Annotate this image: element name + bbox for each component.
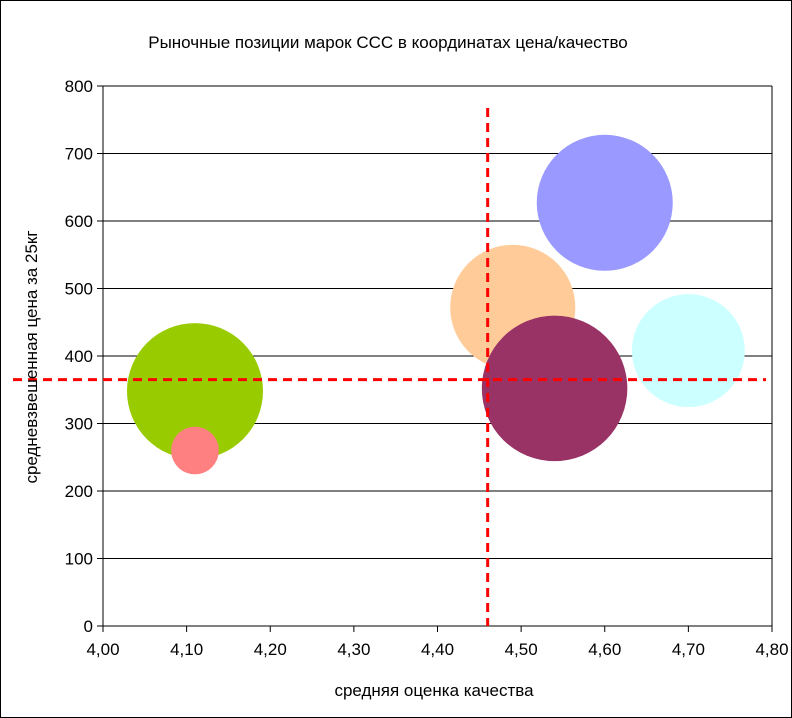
y-tick-label: 500 xyxy=(65,280,93,299)
bubble xyxy=(481,315,628,462)
x-tick-labels: 4,00 4,10 4,20 4,30 4,40 4,50 4,60 4,70 4,80 xyxy=(86,640,788,659)
bubble xyxy=(171,426,219,475)
y-tick-label: 300 xyxy=(65,415,93,434)
x-tick-label: 4,80 xyxy=(755,640,788,659)
y-tick-label: 400 xyxy=(65,347,93,366)
y-tick-label: 700 xyxy=(65,145,93,164)
y-tick-label: 200 xyxy=(65,482,93,501)
x-tick-label: 4,10 xyxy=(170,640,203,659)
bubble xyxy=(126,323,263,460)
y-tick-label: 0 xyxy=(84,617,93,636)
x-tick-label: 4,70 xyxy=(672,640,705,659)
y-tick-label: 800 xyxy=(65,77,93,96)
x-tick-label: 4,50 xyxy=(505,640,538,659)
x-tick-label: 4,00 xyxy=(86,640,119,659)
x-axis-label: средняя оценка качества xyxy=(334,681,534,700)
bubble xyxy=(536,134,673,271)
bubble xyxy=(631,294,745,408)
y-tick-label: 600 xyxy=(65,212,93,231)
reference-lines xyxy=(13,108,766,626)
bubbles xyxy=(126,134,745,475)
x-tick-label: 4,60 xyxy=(588,640,621,659)
axes xyxy=(102,86,773,632)
chart-title: Рыночные позиции марок ССС в координатах… xyxy=(148,33,628,52)
y-axis-label: средневзвешенная цена за 25кг xyxy=(22,230,41,483)
y-tick-label: 100 xyxy=(65,550,93,569)
x-tick-label: 4,40 xyxy=(421,640,454,659)
y-tick-labels: 0 100 200 300 400 500 600 700 800 xyxy=(65,77,93,636)
x-tick-label: 4,30 xyxy=(337,640,370,659)
x-tick-label: 4,20 xyxy=(254,640,287,659)
